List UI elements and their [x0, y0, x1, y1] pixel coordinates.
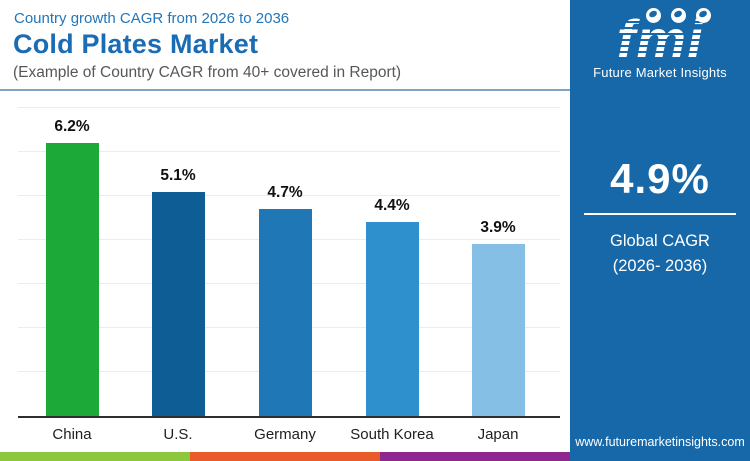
- fmi-logo: fmi Future Market Insights: [570, 8, 750, 80]
- bar-u-s-: [151, 192, 205, 416]
- x-axis-label: Japan: [477, 426, 519, 443]
- bar-chart-plot-area: 6.2% 5.1% 4.7% 4.4% 3.9%: [18, 90, 560, 418]
- stat-divider: [584, 213, 736, 215]
- stat-label-line2: (2026- 2036): [612, 257, 708, 275]
- strip-segment-purple: [380, 452, 570, 461]
- bar-value-label: 4.7%: [267, 184, 303, 201]
- stat-label: Global CAGR (2026- 2036): [570, 229, 750, 279]
- europe-globe-icon: [670, 8, 686, 23]
- page-title: Cold Plates Market: [13, 29, 259, 59]
- bar-value-label: 6.2%: [54, 118, 90, 135]
- strip-segment-orange: [190, 452, 380, 461]
- bar-value-label: 4.4%: [374, 197, 410, 214]
- bar-south-korea: [365, 222, 419, 416]
- bar-germany: [258, 209, 312, 416]
- fmi-logo-tagline: Future Market Insights: [593, 65, 727, 80]
- website-url[interactable]: www.futuremarketinsights.com: [575, 435, 745, 449]
- strip-segment-green: [0, 452, 190, 461]
- footer-color-strip: [0, 452, 570, 461]
- bar-value-label: 5.1%: [160, 167, 196, 184]
- header-divider: [0, 89, 570, 91]
- brand-sidebar: fmi Future Market Insights 4.9% Global C…: [570, 0, 750, 461]
- gridline: [18, 107, 560, 108]
- fmi-logo-text: fmi: [570, 11, 750, 69]
- x-axis-label: U.S.: [163, 426, 193, 443]
- stat-label-line1: Global CAGR: [610, 232, 710, 250]
- bar-china: [45, 143, 99, 416]
- x-axis-labels: China U.S. Germany South Korea Japan: [18, 426, 560, 448]
- x-axis-label: China: [52, 426, 92, 443]
- global-cagr-value: 4.9%: [610, 155, 710, 202]
- asia-globe-icon: [695, 8, 711, 23]
- bar-japan: [471, 244, 525, 416]
- chart-kicker: Country growth CAGR from 2026 to 2036: [14, 10, 290, 27]
- globe-icons: [606, 8, 750, 23]
- global-cagr-stat: 4.9% Global CAGR (2026- 2036): [570, 155, 750, 279]
- x-axis-label: Germany: [254, 426, 316, 443]
- americas-globe-icon: [645, 8, 661, 23]
- gridline: [18, 195, 560, 196]
- x-axis-label: South Korea: [350, 426, 434, 443]
- bar-value-label: 3.9%: [480, 219, 516, 236]
- gridline: [18, 151, 560, 152]
- chart-subtitle: (Example of Country CAGR from 40+ covere…: [13, 64, 402, 81]
